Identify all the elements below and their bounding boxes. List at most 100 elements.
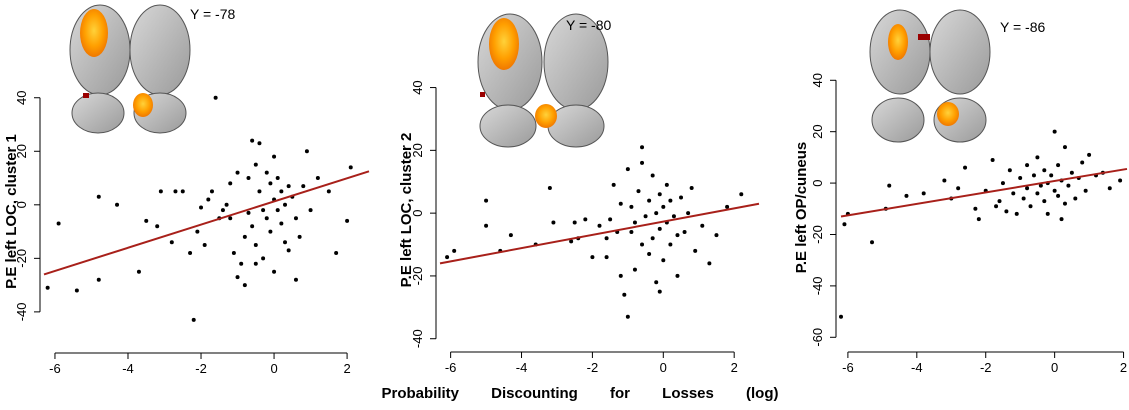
x-tick-label: -6 [445,360,457,375]
x-tick-label: 0 [1051,360,1058,375]
data-point [1053,130,1057,134]
data-point [509,233,513,237]
data-point [250,139,254,143]
data-point [633,268,637,272]
data-point [155,224,159,228]
data-point [693,249,697,253]
data-point [276,208,280,212]
data-point [46,286,50,290]
data-point [115,203,119,207]
data-point [668,243,672,247]
data-point [1046,212,1050,216]
data-point [887,184,891,188]
annotation: Y = -86 [1000,19,1045,35]
data-point [484,224,488,228]
data-point [714,233,718,237]
data-point [445,255,449,259]
chart: Probability Discounting for Losses (log)… [0,0,1129,410]
data-point [261,208,265,212]
data-point [243,283,247,287]
data-point [1084,189,1088,193]
data-point [1022,197,1026,201]
x-tick-label: -6 [49,361,61,376]
data-point [210,189,214,193]
data-point [272,270,276,274]
data-point [1056,163,1060,167]
data-point [1087,153,1091,157]
data-point [206,197,210,201]
data-point [334,251,338,255]
data-point [1060,217,1064,221]
data-point [1029,204,1033,208]
x-tick-label: -4 [911,360,923,375]
data-point [173,189,177,193]
data-point [287,248,291,252]
data-point [922,191,926,195]
data-point [97,195,101,199]
data-point [1018,176,1022,180]
y-tick-label: -40 [14,302,29,321]
data-point [700,224,704,228]
data-point [573,221,577,225]
data-point [548,186,552,190]
data-point [298,235,302,239]
data-point [1080,161,1084,165]
data-point [345,219,349,223]
data-point [246,176,250,180]
data-point [658,192,662,196]
data-point [1063,202,1067,206]
data-point [626,167,630,171]
data-point [265,171,269,175]
data-point [598,224,602,228]
data-point [1042,168,1046,172]
data-point [675,233,679,237]
data-point [870,240,874,244]
data-point [640,145,644,149]
data-point [647,252,651,256]
data-point [636,189,640,193]
data-point [188,251,192,255]
data-point [1056,194,1060,198]
data-point [1015,212,1019,216]
data-point [686,211,690,215]
annotation: Y = -80 [566,17,611,33]
y-tick-label: 0 [410,210,425,217]
data-point [629,205,633,209]
data-point [294,216,298,220]
y-tick-label: 20 [810,124,825,138]
data-point [839,315,843,319]
data-point [287,184,291,188]
fit-line [440,204,759,264]
x-tick-label: 2 [343,361,350,376]
data-point [1118,179,1122,183]
data-point [622,293,626,297]
x-axis-label: Probability Discounting for Losses (log) [381,385,778,402]
data-point [283,203,287,207]
data-point [690,186,694,190]
data-point [1042,199,1046,203]
data-point [668,199,672,203]
data-point [651,236,655,240]
data-point [236,171,240,175]
data-point [279,189,283,193]
data-point [725,205,729,209]
data-point [349,165,353,169]
data-point [942,179,946,183]
data-point [1035,191,1039,195]
data-point [991,158,995,162]
data-point [1025,163,1029,167]
data-point [1032,173,1036,177]
data-point [956,186,960,190]
data-point [225,203,229,207]
data-point [1066,184,1070,188]
brain-image [870,10,990,142]
data-point [243,235,247,239]
data-point [1011,191,1015,195]
x-tick-label: 0 [270,361,277,376]
y-tick-label: 40 [14,91,29,105]
data-point [590,255,594,259]
data-point [1063,145,1067,149]
data-point [170,240,174,244]
y-tick-label: -20 [410,267,425,286]
data-point [221,208,225,212]
